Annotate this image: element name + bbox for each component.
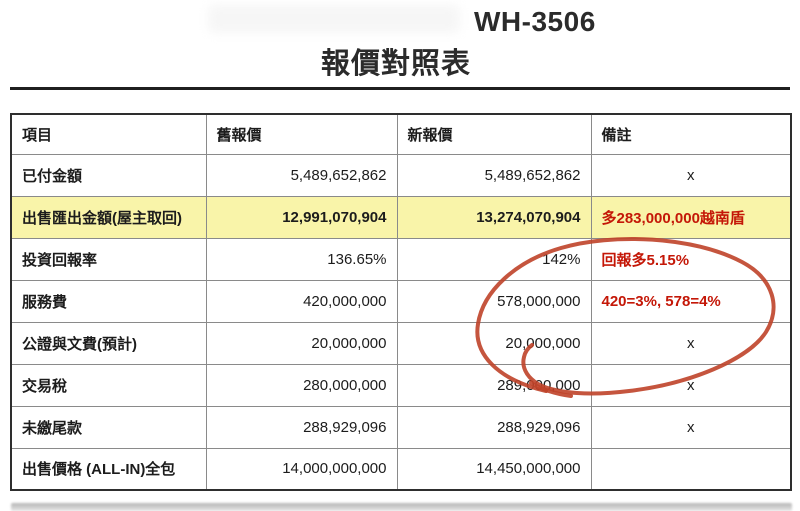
note-cell: 回報多5.15% xyxy=(590,237,792,281)
new-quote-cell: 13,274,070,904 xyxy=(396,195,592,239)
old-quote-cell: 14,000,000,000 xyxy=(205,447,398,491)
table-row: 出售價格 (ALL-IN)全包 14,000,000,000 14,450,000,… xyxy=(10,447,792,491)
new-quote-cell: 578,000,000 xyxy=(396,279,592,323)
new-quote-cell: 288,929,096 xyxy=(396,405,592,449)
note-cell: x xyxy=(590,321,792,365)
column-header-new-quote: 新報價 xyxy=(396,113,592,155)
table-row: 投資回報率 136.65% 142% 回報多5.15% xyxy=(10,237,792,281)
note-cell: x xyxy=(590,405,792,449)
column-header-item: 項目 xyxy=(10,113,207,155)
page-title: 報價對照表 xyxy=(320,48,471,80)
item-cell: 出售匯出金額(屋主取回) xyxy=(10,195,207,239)
new-quote-cell: 289,000,000 xyxy=(396,363,592,407)
table-row: 出售匯出金額(屋主取回) 12,991,070,904 13,274,070,904… xyxy=(10,195,792,239)
note-cell: 多283,000,000越南盾 xyxy=(590,195,792,239)
title-divider xyxy=(10,87,790,90)
note-cell: 420=3%, 578=4% xyxy=(590,279,792,323)
new-quote-cell: 20,000,000 xyxy=(396,321,592,365)
item-cell: 已付金額 xyxy=(10,153,207,197)
item-cell: 交易稅 xyxy=(10,363,207,407)
table-header-row: 項目 舊報價 新報價 備註 xyxy=(10,113,792,155)
note-cell: x xyxy=(590,363,792,407)
old-quote-cell: 280,000,000 xyxy=(205,363,398,407)
item-cell: 未繳尾款 xyxy=(10,405,207,449)
redacted-text-smudge xyxy=(208,5,460,33)
quote-comparison-table: 項目 舊報價 新報價 備註 已付金額 5,489,652,862 5,489,652… xyxy=(10,113,792,491)
old-quote-cell: 12,991,070,904 xyxy=(205,195,398,239)
table-row: 交易稅 280,000,000 289,000,000 x xyxy=(10,363,792,407)
cropped-next-content-strip xyxy=(11,503,792,511)
table-row: 已付金額 5,489,652,862 5,489,652,862 x xyxy=(10,153,792,197)
item-cell: 投資回報率 xyxy=(10,237,207,281)
old-quote-cell: 288,929,096 xyxy=(205,405,398,449)
old-quote-cell: 5,489,652,862 xyxy=(205,153,398,197)
new-quote-cell: 14,450,000,000 xyxy=(396,447,592,491)
column-header-notes: 備註 xyxy=(590,113,792,155)
table-row: 公證與文費(預計) 20,000,000 20,000,000 x xyxy=(10,321,792,365)
new-quote-cell: 5,489,652,862 xyxy=(396,153,592,197)
table-body: 已付金額 5,489,652,862 5,489,652,862 x 出售匯出金額(屋主… xyxy=(10,153,792,491)
old-quote-cell: 20,000,000 xyxy=(205,321,398,365)
note-cell: x xyxy=(590,153,792,197)
old-quote-cell: 136.65% xyxy=(205,237,398,281)
table-row: 未繳尾款 288,929,096 288,929,096 x xyxy=(10,405,792,449)
item-cell: 公證與文費(預計) xyxy=(10,321,207,365)
old-quote-cell: 420,000,000 xyxy=(205,279,398,323)
new-quote-cell: 142% xyxy=(396,237,592,281)
item-cell: 服務費 xyxy=(10,279,207,323)
document-code: WH-3506 xyxy=(474,6,596,37)
table-row: 服務費 420,000,000 578,000,000 420=3%, 578=4% xyxy=(10,279,792,323)
column-header-old-quote: 舊報價 xyxy=(205,113,398,155)
note-cell xyxy=(590,447,792,491)
item-cell: 出售價格 (ALL-IN)全包 xyxy=(10,447,207,491)
